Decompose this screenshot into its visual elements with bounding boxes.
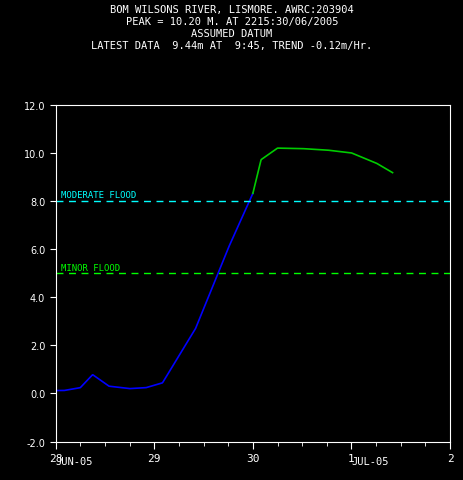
Text: MINOR FLOOD: MINOR FLOOD [61, 263, 119, 272]
Text: JUN-05: JUN-05 [56, 456, 93, 466]
Text: BOM WILSONS RIVER, LISMORE. AWRC:203904: BOM WILSONS RIVER, LISMORE. AWRC:203904 [110, 5, 353, 15]
Text: LATEST DATA  9.44m AT  9:45, TREND -0.12m/Hr.: LATEST DATA 9.44m AT 9:45, TREND -0.12m/… [91, 41, 372, 51]
Text: JUL-05: JUL-05 [351, 456, 388, 466]
Text: ASSUMED DATUM: ASSUMED DATUM [191, 29, 272, 39]
Text: MODERATE FLOOD: MODERATE FLOOD [61, 191, 136, 200]
Text: PEAK = 10.20 M. AT 2215:30/06/2005: PEAK = 10.20 M. AT 2215:30/06/2005 [125, 17, 338, 27]
